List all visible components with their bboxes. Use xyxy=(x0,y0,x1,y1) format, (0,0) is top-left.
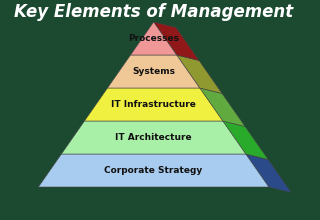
Polygon shape xyxy=(84,88,223,121)
Polygon shape xyxy=(108,55,200,88)
Text: Corporate Strategy: Corporate Strategy xyxy=(104,166,203,175)
Text: IT Infrastructure: IT Infrastructure xyxy=(111,100,196,109)
Polygon shape xyxy=(154,22,199,61)
Text: IT Architecture: IT Architecture xyxy=(115,133,192,142)
Polygon shape xyxy=(223,121,268,160)
Polygon shape xyxy=(61,121,246,154)
Polygon shape xyxy=(200,88,245,126)
Text: Systems: Systems xyxy=(132,67,175,76)
Text: Processes: Processes xyxy=(128,34,179,43)
Text: Key Elements of Management: Key Elements of Management xyxy=(14,3,293,21)
Polygon shape xyxy=(246,154,291,192)
Polygon shape xyxy=(177,55,222,94)
Polygon shape xyxy=(38,154,269,187)
Polygon shape xyxy=(131,22,177,55)
